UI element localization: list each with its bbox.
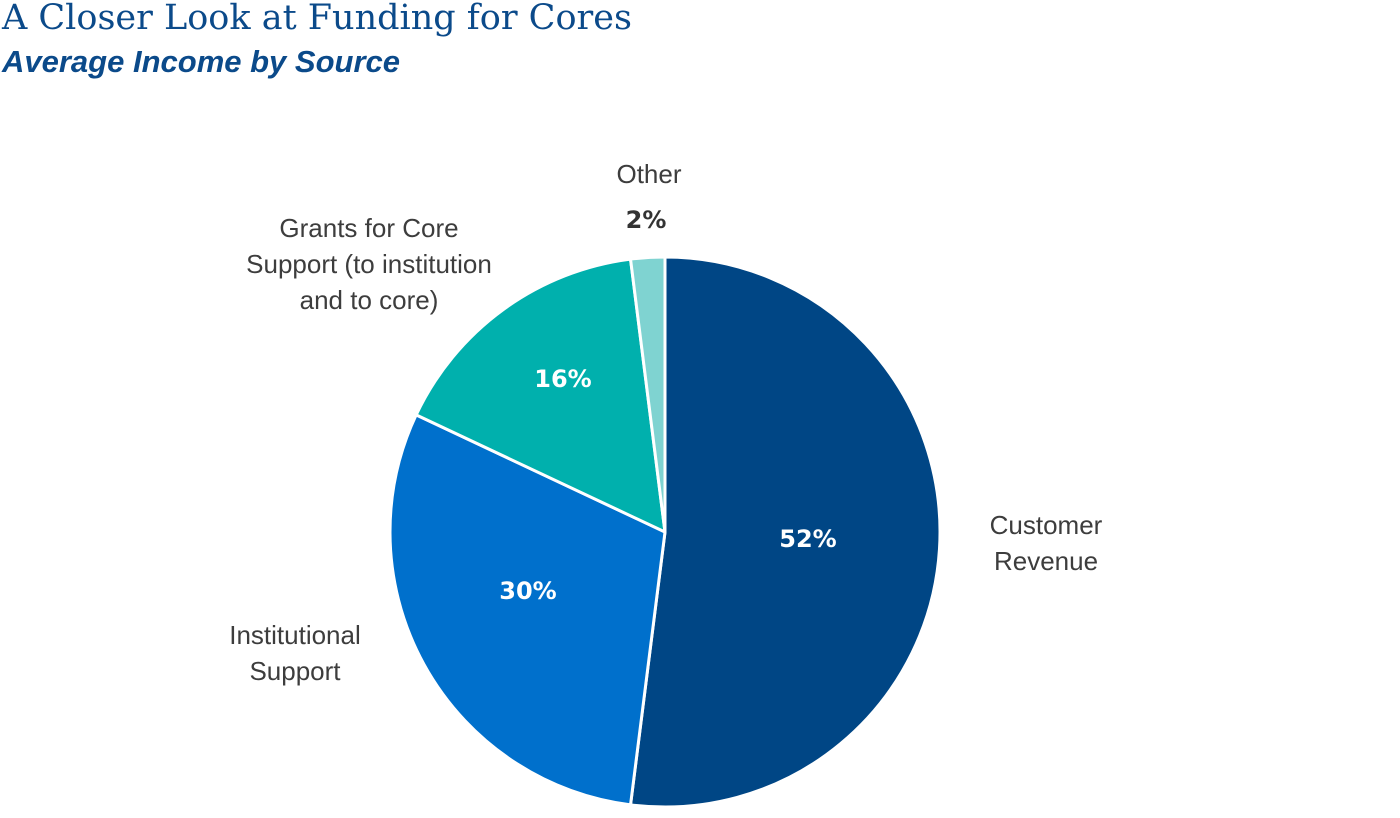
slice-value-label: 30%: [499, 577, 556, 605]
slice-category-label-line: Other: [616, 159, 681, 189]
pie-slice-customer-revenue: [629, 255, 942, 809]
chart-title: A Closer Look at Funding for Cores: [2, 0, 632, 38]
slice-category-label-line: Support: [249, 656, 341, 686]
slice-category-label: Grants for Core Support (to institution an…: [246, 213, 492, 315]
slice-category-label-line: Institutional: [229, 620, 361, 650]
pie-slice-other: [629, 255, 667, 534]
slice-value-label: 16%: [534, 365, 591, 393]
slice-category-label-line: and to core): [300, 285, 439, 315]
slice-value-label: 2%: [626, 206, 667, 234]
chart-subtitle: Average Income by Source: [2, 44, 400, 79]
slice-value-label: 52%: [779, 525, 836, 553]
pie-labels: 52% Customer Revenue 30% Institutional Suppor…: [229, 159, 1102, 686]
slice-category-label: Other: [616, 159, 681, 189]
slice-category-label-line: Support (to institution: [246, 249, 492, 279]
slice-category-label-line: Grants for Core: [279, 213, 458, 243]
slice-category-label-line: Customer: [990, 510, 1103, 540]
pie-slice-grants-for-core-support-to-institution-and-to-core: [414, 257, 667, 534]
pie-slices: [388, 255, 942, 809]
slice-category-label: Institutional Support: [229, 620, 361, 686]
slice-category-label-line: Revenue: [994, 546, 1098, 576]
pie-slice-institutional-support: [388, 413, 667, 807]
slice-category-label: Customer Revenue: [990, 510, 1103, 576]
